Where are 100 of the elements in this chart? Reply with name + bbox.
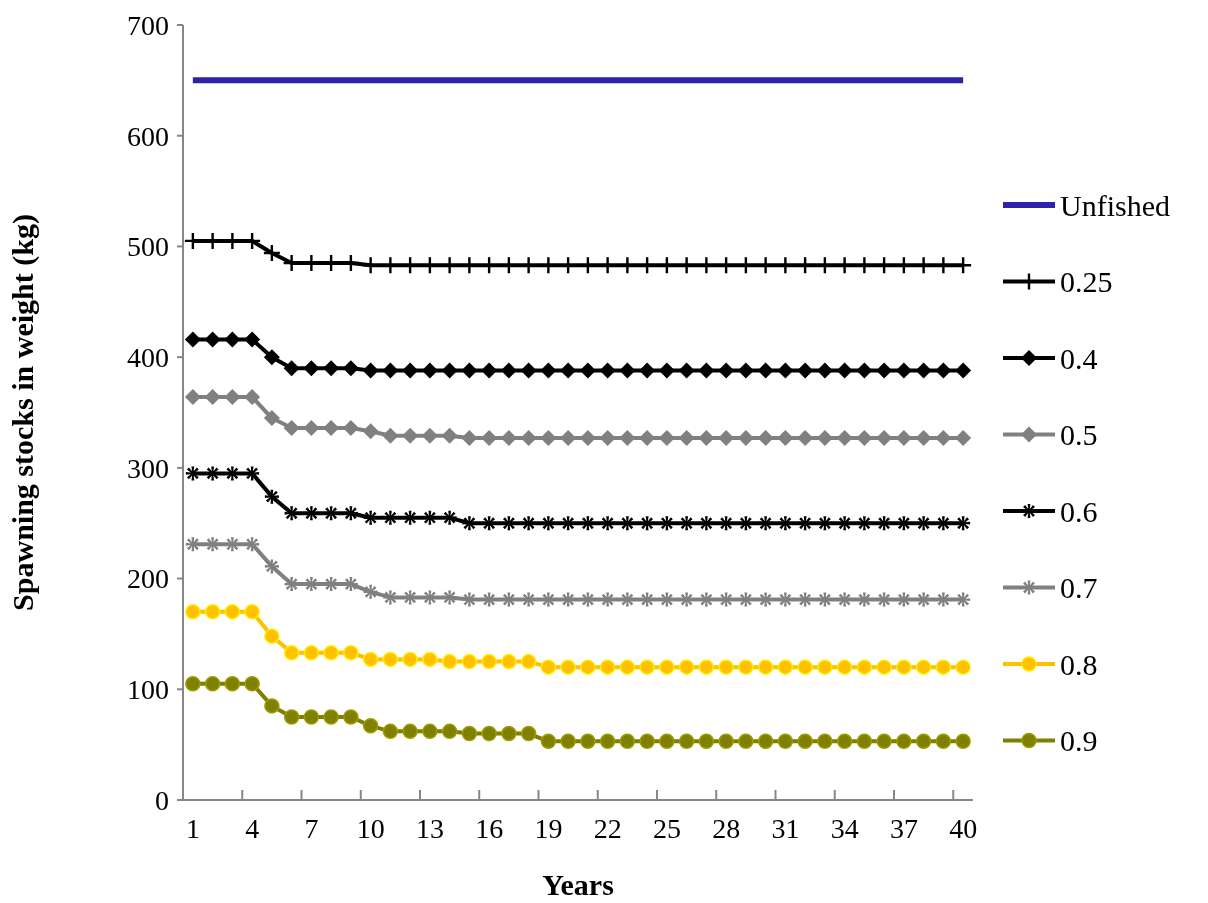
point (225, 537, 240, 552)
point (204, 389, 221, 405)
point (895, 362, 912, 379)
point (343, 645, 359, 661)
point (461, 362, 478, 379)
point (284, 577, 299, 592)
point (915, 659, 932, 675)
point (836, 733, 853, 750)
point (798, 592, 813, 607)
point (303, 360, 320, 377)
y-tick-label: 400 (127, 341, 169, 373)
point (758, 592, 773, 607)
point (244, 676, 260, 692)
point (719, 516, 734, 531)
point (343, 506, 358, 521)
point (342, 360, 359, 377)
point (619, 659, 636, 675)
x-tick-label: 13 (415, 813, 444, 844)
x-tick-label: 4 (245, 813, 260, 844)
point (324, 577, 339, 592)
point (501, 653, 517, 670)
legend-label: 0.4 (1060, 341, 1098, 375)
point (362, 423, 379, 440)
point (541, 516, 556, 531)
point (402, 427, 419, 444)
point (303, 645, 320, 661)
point (520, 429, 537, 446)
point (719, 592, 734, 607)
point (936, 516, 951, 531)
point (324, 506, 339, 521)
point (580, 659, 596, 675)
point (659, 733, 675, 750)
point (263, 349, 280, 366)
point (185, 537, 200, 552)
point (698, 362, 715, 379)
point (856, 659, 873, 675)
point (323, 709, 339, 725)
point (955, 659, 971, 675)
point (915, 733, 932, 750)
point (757, 429, 774, 446)
point (955, 733, 971, 750)
point (619, 733, 636, 750)
point (856, 733, 873, 750)
point (896, 592, 911, 607)
point (343, 709, 359, 725)
x-tick-label: 25 (652, 813, 681, 844)
point (856, 429, 873, 446)
point (915, 429, 932, 446)
point (205, 466, 220, 481)
point (283, 709, 300, 725)
x-tick-label: 22 (593, 813, 622, 844)
point (284, 506, 299, 521)
point (343, 577, 358, 592)
x-tick-label: 19 (534, 813, 563, 844)
point (640, 516, 655, 531)
y-tick-label: 100 (127, 674, 169, 706)
point (501, 516, 516, 531)
point (836, 429, 853, 446)
point (599, 429, 616, 446)
point (935, 733, 952, 750)
x-tick-label: 40 (949, 813, 978, 844)
point (738, 659, 754, 675)
point (402, 362, 419, 379)
point (482, 516, 497, 531)
point (658, 362, 675, 379)
point (936, 592, 951, 607)
point (224, 389, 241, 405)
point (520, 362, 537, 379)
point (303, 420, 320, 436)
point (698, 659, 715, 675)
point (718, 362, 735, 379)
point (777, 733, 794, 750)
point (541, 592, 556, 607)
point (935, 429, 952, 446)
point (659, 592, 674, 607)
point (520, 653, 537, 670)
point (560, 362, 577, 379)
x-tick-label: 7 (304, 813, 319, 844)
point (718, 733, 734, 750)
point (245, 537, 260, 552)
point (797, 659, 813, 675)
point (778, 592, 793, 607)
point (817, 733, 833, 750)
legend-label: 0.25 (1060, 265, 1113, 298)
point (461, 653, 478, 670)
point (915, 362, 932, 379)
point (896, 659, 912, 675)
point (304, 577, 319, 592)
point (441, 427, 458, 444)
point (225, 466, 240, 481)
point (620, 516, 635, 531)
point (698, 429, 715, 446)
point (244, 604, 260, 620)
point (699, 516, 714, 531)
point (579, 362, 596, 379)
point (264, 559, 279, 574)
point (777, 362, 794, 379)
point (620, 592, 635, 607)
point (224, 331, 241, 348)
point (816, 362, 833, 379)
